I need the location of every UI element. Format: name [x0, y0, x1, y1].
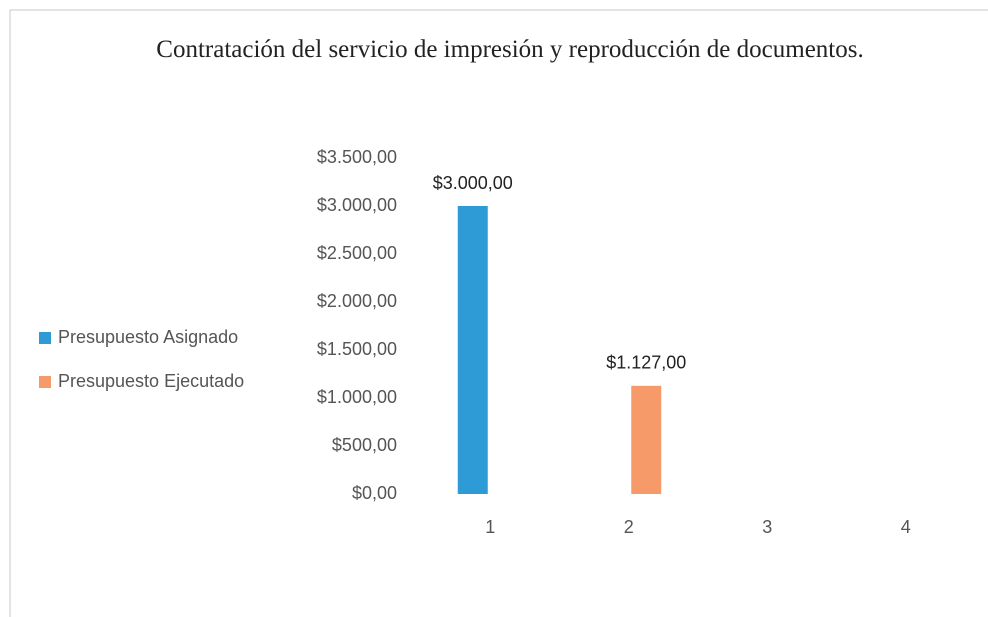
legend-swatch	[39, 332, 51, 344]
y-tick-label: $1.000,00	[317, 387, 397, 407]
x-tick-label: 1	[485, 517, 495, 537]
y-tick-label: $3.500,00	[317, 147, 397, 167]
x-tick-label: 4	[901, 517, 911, 537]
legend-label: Presupuesto Ejecutado	[58, 371, 244, 391]
bar	[457, 206, 488, 494]
y-tick-label: $2.500,00	[317, 243, 397, 263]
x-tick-label: 2	[624, 517, 634, 537]
data-label: $1.127,00	[606, 353, 686, 373]
x-tick-label: 3	[762, 517, 772, 537]
chart-border	[9, 9, 988, 617]
data-label: $3.000,00	[433, 173, 513, 193]
legend-swatch	[39, 376, 51, 388]
chart-title: Contratación del servicio de impresión y…	[156, 36, 864, 63]
y-tick-label: $0,00	[352, 483, 397, 503]
y-tick-label: $500,00	[332, 435, 397, 455]
y-tick-label: $3.000,00	[317, 195, 397, 215]
y-tick-label: $2.000,00	[317, 291, 397, 311]
bar	[631, 385, 662, 494]
legend-label: Presupuesto Asignado	[58, 327, 238, 347]
y-tick-label: $1.500,00	[317, 339, 397, 359]
